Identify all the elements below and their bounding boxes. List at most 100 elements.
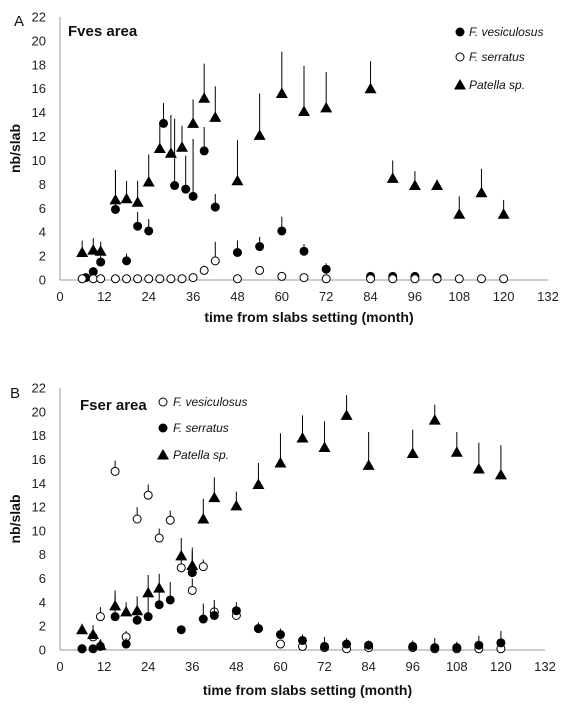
data-point [320, 101, 333, 113]
series-patella-sp [76, 395, 507, 650]
data-point [431, 179, 444, 191]
data-point [198, 92, 211, 103]
x-tick-label: 24 [141, 659, 155, 674]
legend-label: F. serratus [469, 50, 525, 64]
y-tick-label: 12 [32, 129, 46, 144]
data-point [321, 264, 331, 274]
y-tick-label: 8 [39, 177, 46, 192]
x-tick-label: 108 [446, 659, 468, 674]
legend-marker [157, 449, 169, 460]
data-point [159, 118, 169, 128]
data-point [277, 271, 287, 281]
data-point [132, 514, 142, 524]
legend-marker [158, 423, 168, 433]
data-point [94, 245, 107, 256]
y-tick-label: 20 [32, 33, 46, 48]
legend-label: F. vesiculosus [469, 25, 543, 39]
y-tick-label: 18 [32, 428, 46, 443]
x-tick-label: 36 [186, 289, 200, 304]
data-point [476, 274, 486, 284]
data-point [170, 181, 180, 191]
x-tick-label: 48 [229, 659, 243, 674]
panel-label: B [10, 385, 20, 402]
data-point [110, 466, 120, 476]
data-point [452, 643, 462, 653]
data-point [132, 615, 142, 625]
legend-label: F. serratus [173, 421, 229, 435]
x-tick-label: 132 [534, 659, 556, 674]
data-point [432, 274, 442, 284]
data-point [176, 563, 186, 573]
data-point [406, 447, 419, 458]
y-tick-label: 12 [32, 500, 46, 515]
data-point [275, 630, 285, 640]
data-point [408, 641, 418, 651]
data-point [253, 129, 266, 140]
data-point [155, 274, 165, 284]
data-point [252, 478, 265, 489]
data-point [177, 274, 187, 284]
data-point [120, 605, 133, 617]
data-point [133, 221, 143, 231]
legend-item-f-serratus: F. serratus [455, 50, 525, 64]
data-point [88, 644, 98, 654]
data-point [164, 147, 177, 158]
data-point [210, 202, 220, 212]
data-point [364, 640, 374, 650]
series-f-serratus [77, 551, 506, 654]
data-point [131, 196, 144, 207]
data-point [120, 192, 133, 204]
data-point [386, 172, 399, 183]
legend-item-f-vesiculosus: F. vesiculosus [158, 395, 247, 409]
legend-label: F. vesiculosus [173, 395, 247, 409]
legend-label: Patella sp. [173, 448, 229, 462]
data-point [453, 208, 466, 219]
data-point [474, 640, 484, 650]
data-point [296, 432, 309, 443]
x-tick-label: 96 [408, 289, 422, 304]
series-f-vesiculosus [81, 103, 442, 283]
x-tick-label: 60 [273, 659, 287, 674]
x-tick-label: 36 [185, 659, 199, 674]
x-tick-label: 84 [363, 289, 377, 304]
data-point [122, 256, 132, 266]
y-axis-label: nb/slab [7, 124, 23, 173]
data-point [320, 641, 330, 651]
data-point [144, 226, 154, 236]
data-point [210, 256, 220, 266]
data-point [176, 625, 186, 635]
y-tick-label: 16 [32, 452, 46, 467]
data-point [298, 105, 310, 116]
data-point [231, 174, 244, 186]
data-point [277, 226, 287, 236]
data-point [76, 246, 89, 258]
x-axis-label: time from slabs setting (month) [204, 309, 413, 325]
data-point [110, 204, 120, 214]
legend-item-f-serratus: F. serratus [158, 421, 229, 435]
data-point [110, 612, 120, 622]
data-point [122, 274, 132, 284]
x-tick-label: 132 [537, 289, 559, 304]
data-point [321, 274, 331, 284]
data-point [144, 274, 154, 284]
data-point [199, 146, 209, 156]
data-point [318, 441, 331, 453]
data-point [430, 643, 440, 653]
data-point [475, 186, 488, 198]
data-point [454, 274, 464, 284]
data-point [494, 468, 507, 480]
data-point [96, 274, 106, 284]
data-point [154, 533, 164, 543]
y-tick-label: 2 [39, 619, 46, 634]
x-tick-label: 12 [97, 659, 111, 674]
data-point [230, 499, 243, 511]
y-tick-label: 2 [39, 249, 46, 264]
legend-item-patella-sp: Patella sp. [157, 448, 229, 462]
legend-item-f-vesiculosus: F. vesiculosus [455, 25, 543, 39]
x-tick-label: 72 [319, 289, 333, 304]
data-point [408, 179, 421, 191]
data-point [88, 267, 98, 277]
y-tick-label: 6 [39, 571, 46, 586]
data-point [186, 559, 199, 570]
data-point [131, 604, 144, 616]
